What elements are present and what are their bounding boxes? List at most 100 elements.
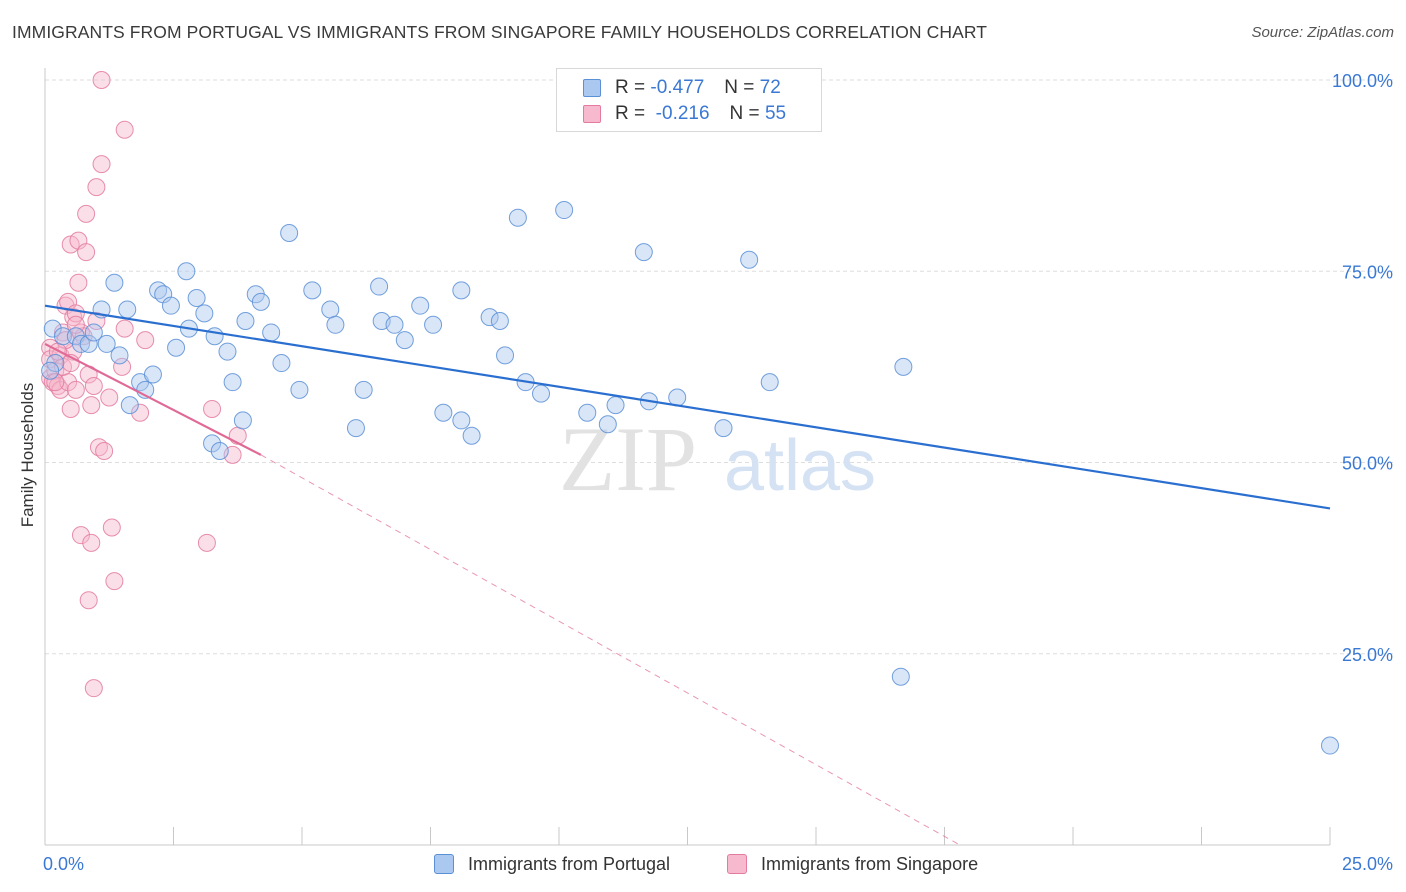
point-singapore — [100, 388, 119, 407]
legend-row-singapore: R = -0.216 N = 55 — [583, 102, 786, 126]
legend-r-value: -0.216 — [655, 103, 710, 124]
point-singapore — [69, 273, 88, 292]
point-portugal — [41, 361, 60, 380]
point-portugal — [143, 365, 162, 384]
point-portugal — [532, 384, 551, 403]
point-singapore — [197, 533, 216, 552]
legend-n-value: 72 — [759, 77, 781, 98]
trend-line-singapore — [44, 342, 262, 456]
point-singapore — [131, 403, 150, 422]
point-portugal — [195, 304, 214, 323]
point-portugal — [598, 415, 617, 434]
point-singapore — [95, 442, 114, 461]
point-portugal — [452, 281, 471, 300]
point-singapore — [115, 120, 134, 139]
legend-r-label: R = — [615, 77, 646, 98]
point-singapore — [71, 526, 90, 545]
point-portugal — [290, 380, 309, 399]
point-portugal — [167, 338, 186, 357]
legend-r-label: R = — [615, 103, 646, 124]
point-portugal — [891, 667, 910, 686]
point-portugal — [346, 419, 365, 438]
point-portugal — [272, 354, 291, 373]
point-portugal — [760, 373, 779, 392]
point-portugal — [434, 403, 453, 422]
point-singapore — [79, 591, 98, 610]
point-singapore — [82, 533, 101, 552]
point-singapore — [46, 373, 65, 392]
y-tick-label: 25.0% — [1342, 645, 1393, 665]
point-singapore — [92, 155, 111, 174]
point-singapore — [84, 377, 103, 395]
trend-lines — [44, 304, 1331, 846]
x-tick-label: 0.0% — [43, 854, 84, 874]
point-portugal — [578, 403, 597, 422]
point-portugal — [203, 434, 222, 453]
point-portugal — [894, 357, 913, 376]
point-portugal — [280, 224, 299, 242]
legend-n-value: 55 — [764, 103, 787, 124]
y-tick-label: 75.0% — [1342, 262, 1393, 282]
point-portugal — [262, 323, 281, 342]
point-portugal — [110, 346, 129, 365]
x-tick-label: 25.0% — [1342, 854, 1393, 874]
y-tick-label: 50.0% — [1342, 454, 1393, 474]
point-portugal — [326, 315, 345, 334]
legend-row-portugal: R = -0.477 N = 72 — [583, 76, 781, 100]
y-axis-label: Family Households — [18, 383, 37, 528]
point-portugal — [303, 281, 322, 300]
point-portugal — [385, 315, 404, 334]
watermark: ZIP atlas — [559, 408, 876, 510]
point-portugal — [118, 300, 137, 319]
legend-n-label: N = — [724, 77, 755, 98]
bottom-legend-label-singapore: Immigrants from Singapore — [761, 853, 979, 874]
correlation-legend: R = -0.477 N = 72 R = -0.216 N = 55 — [556, 68, 822, 132]
point-portugal — [496, 346, 515, 365]
bottom-legend-label-portugal: Immigrants from Portugal — [468, 853, 671, 874]
point-portugal — [452, 411, 471, 430]
point-portugal — [354, 380, 373, 399]
point-singapore — [61, 399, 80, 418]
point-portugal — [606, 396, 625, 415]
bottom-legend-swatch-singapore — [727, 854, 747, 874]
point-portugal — [105, 273, 124, 292]
point-singapore — [82, 396, 101, 415]
legend-n-label: N = — [729, 103, 760, 124]
point-singapore — [77, 243, 96, 262]
chart-title: IMMIGRANTS FROM PORTUGAL VS IMMIGRANTS F… — [12, 22, 988, 42]
point-portugal — [79, 334, 98, 353]
legend-r-value: -0.477 — [650, 77, 705, 98]
point-portugal — [490, 311, 509, 330]
point-portugal — [321, 300, 340, 319]
point-singapore — [102, 518, 121, 537]
point-singapore — [203, 399, 222, 418]
point-portugal — [740, 250, 759, 269]
point-portugal — [43, 319, 62, 338]
source-label: Source: ZipAtlas.com — [1251, 24, 1394, 41]
point-portugal — [462, 426, 481, 445]
point-singapore — [113, 357, 132, 376]
point-portugal — [71, 334, 90, 353]
axis-labels: 25.0% 50.0% 75.0% 100.0% 0.0% 25.0% Family Hou… — [18, 71, 1393, 874]
trend-line-portugal — [44, 304, 1331, 510]
legend-swatch-portugal — [583, 79, 601, 97]
point-singapore — [84, 679, 103, 698]
point-portugal — [177, 262, 196, 281]
series-singapore — [41, 71, 247, 698]
point-portugal — [218, 342, 237, 361]
point-portugal — [120, 396, 139, 415]
bottom-legend-portugal: Immigrants from Portugal — [434, 852, 670, 876]
point-portugal — [424, 315, 443, 334]
watermark-zip: ZIP — [559, 408, 697, 510]
point-portugal — [411, 296, 430, 315]
point-portugal — [251, 292, 270, 311]
point-singapore — [105, 572, 124, 591]
axes — [44, 68, 1331, 846]
grid-lines — [45, 79, 1395, 655]
point-portugal — [714, 419, 733, 438]
bottom-legend-singapore: Immigrants from Singapore — [727, 852, 978, 876]
point-portugal — [97, 334, 116, 353]
point-portugal — [1321, 736, 1339, 755]
point-portugal — [370, 277, 389, 296]
point-portugal — [508, 208, 527, 227]
